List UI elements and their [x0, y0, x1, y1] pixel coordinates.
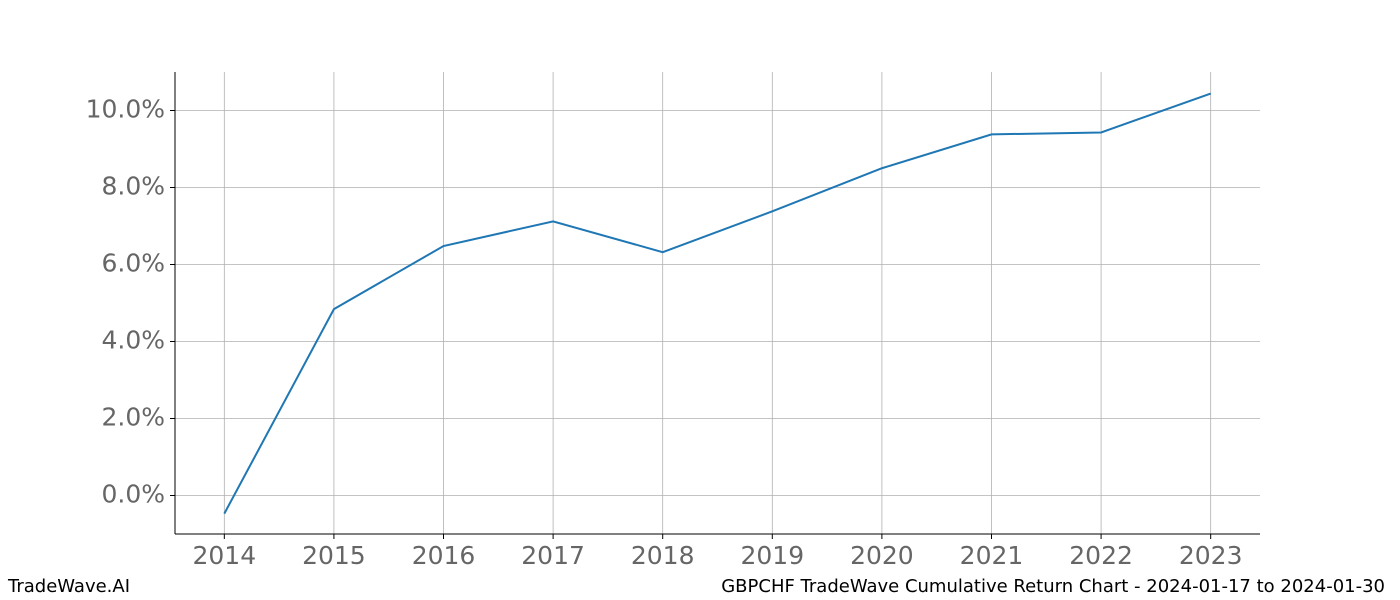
x-tick-label: 2015	[302, 541, 366, 570]
x-tick-label: 2021	[960, 541, 1024, 570]
y-tick-label: 10.0%	[86, 95, 165, 124]
y-tick-label: 2.0%	[101, 403, 165, 432]
y-tick-label: 0.0%	[101, 480, 165, 509]
x-tick-label: 2018	[631, 541, 695, 570]
x-tick-label: 2014	[193, 541, 257, 570]
caption: GBPCHF TradeWave Cumulative Return Chart…	[721, 576, 1385, 597]
x-tick-label: 2016	[412, 541, 476, 570]
x-tick-label: 2023	[1179, 541, 1243, 570]
x-tick-label: 2017	[521, 541, 585, 570]
x-tick-label: 2022	[1069, 541, 1133, 570]
y-tick-label: 6.0%	[101, 249, 165, 278]
watermark: TradeWave.AI	[7, 576, 130, 597]
y-tick-label: 8.0%	[101, 172, 165, 201]
line-series	[223, 92, 1212, 515]
y-tick-label: 4.0%	[101, 326, 165, 355]
x-tick-label: 2019	[740, 541, 804, 570]
x-tick-label: 2020	[850, 541, 914, 570]
